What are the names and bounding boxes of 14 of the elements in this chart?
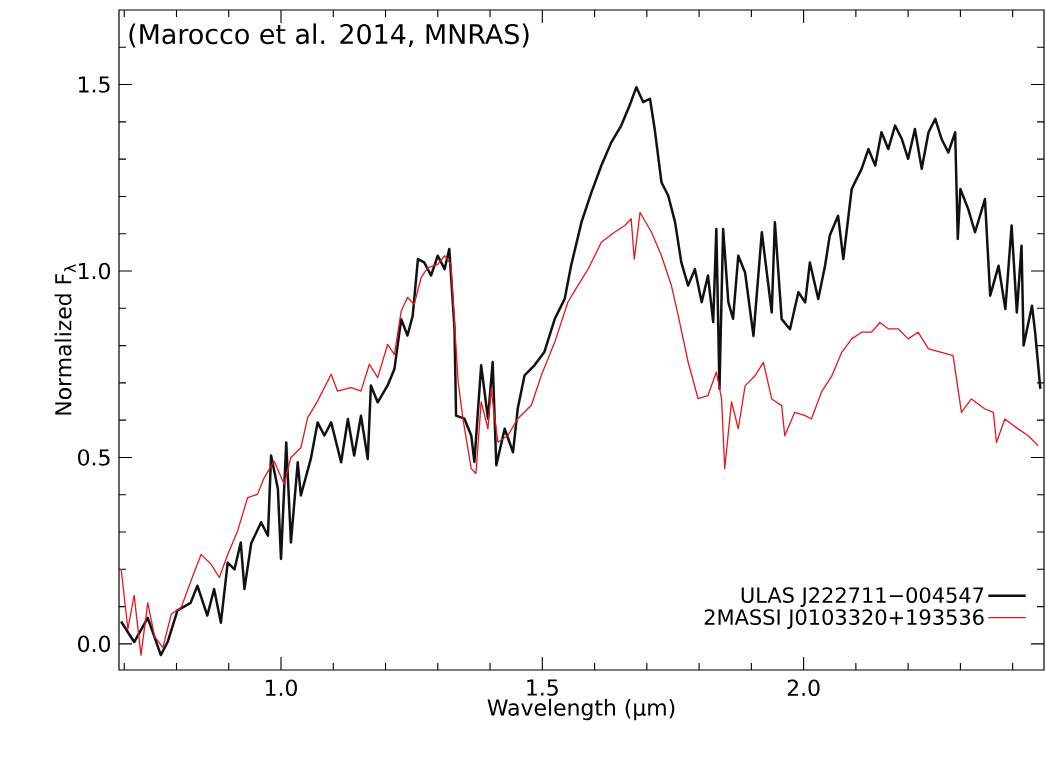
x-tick-label: 1.5	[527, 679, 558, 696]
x-axis-title: Wavelength (µm)	[487, 698, 675, 721]
x-tick-label: 2.0	[787, 679, 820, 697]
y-tick-label: 1.0	[79, 262, 111, 280]
y-tick-label: 1.5	[79, 76, 110, 93]
annotation: (Marocco et al. 2014, MNRAS)	[129, 23, 529, 48]
x-tick-label: 1.0	[265, 679, 297, 697]
legend-label: ULAS J222711−004547	[741, 587, 984, 607]
y-tick-label: 0.0	[78, 635, 111, 653]
y-tick-label: 0.5	[78, 449, 110, 466]
legend-label: 2MASSI J0103320+193536	[704, 609, 984, 629]
line-series	[120, 211, 1039, 656]
line-series	[119, 85, 1042, 657]
y-axis-title: Normalized F$_{λ}$	[54, 264, 76, 415]
